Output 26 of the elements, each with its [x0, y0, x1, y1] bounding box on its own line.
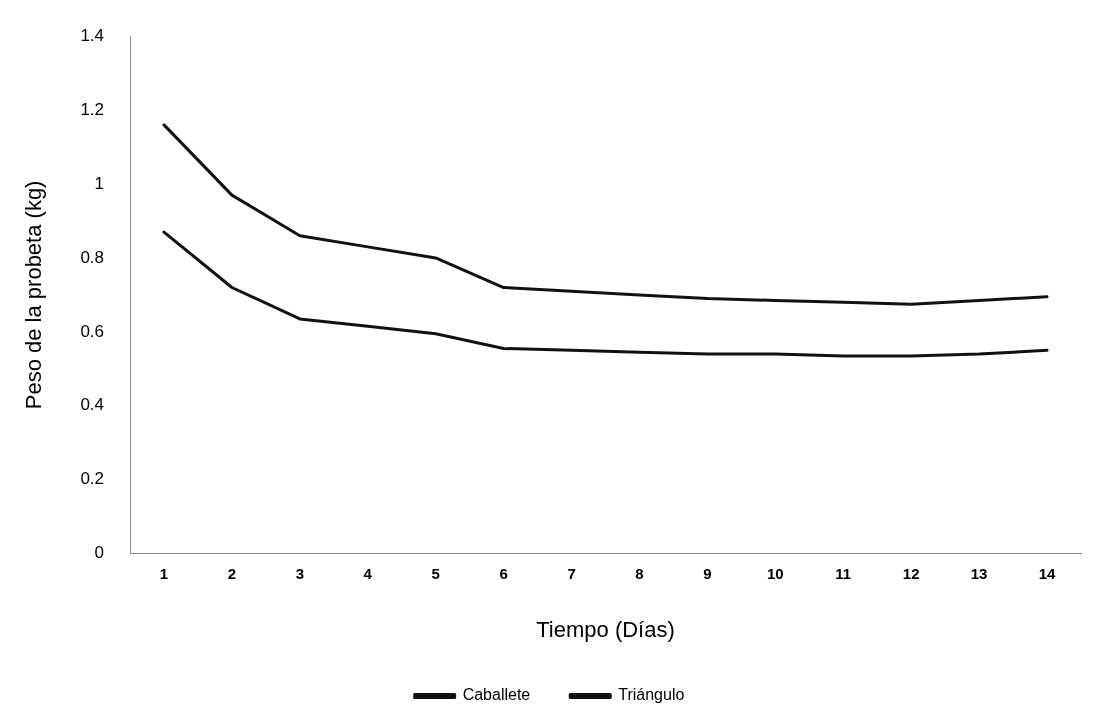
- x-tick-label: 6: [499, 565, 508, 583]
- y-tick-label: 1: [94, 173, 105, 193]
- x-tick-label: 7: [567, 565, 576, 583]
- x-tick-label: 1: [159, 565, 169, 583]
- x-tick-label: 2: [227, 565, 237, 583]
- y-axis-title: Peso de la probeta (kg): [21, 180, 47, 410]
- y-tick-label: 1.4: [80, 25, 105, 45]
- y-tick-label: 0.8: [80, 247, 105, 267]
- y-tick-label: 1.2: [80, 99, 105, 119]
- y-tick-label: 0.2: [80, 469, 105, 489]
- x-tick-label: 14: [1038, 565, 1057, 583]
- x-tick-label: 13: [970, 565, 988, 583]
- x-tick-label: 3: [295, 565, 305, 583]
- legend-label: Caballete: [462, 686, 531, 704]
- x-tick-label: 12: [902, 565, 920, 583]
- y-tick-label: 0.4: [80, 395, 105, 415]
- x-tick-label: 10: [766, 565, 784, 583]
- x-tick-label: 4: [363, 565, 373, 583]
- x-tick-label: 8: [635, 565, 644, 583]
- x-tick-label: 5: [431, 565, 440, 583]
- y-tick-label: 0: [94, 543, 105, 563]
- x-tick-label: 11: [835, 565, 852, 583]
- x-axis-title: Tiempo (Días): [536, 616, 675, 642]
- x-tick-label: 9: [703, 565, 712, 583]
- y-tick-label: 0.6: [80, 321, 105, 341]
- legend-label: Triángulo: [618, 686, 685, 704]
